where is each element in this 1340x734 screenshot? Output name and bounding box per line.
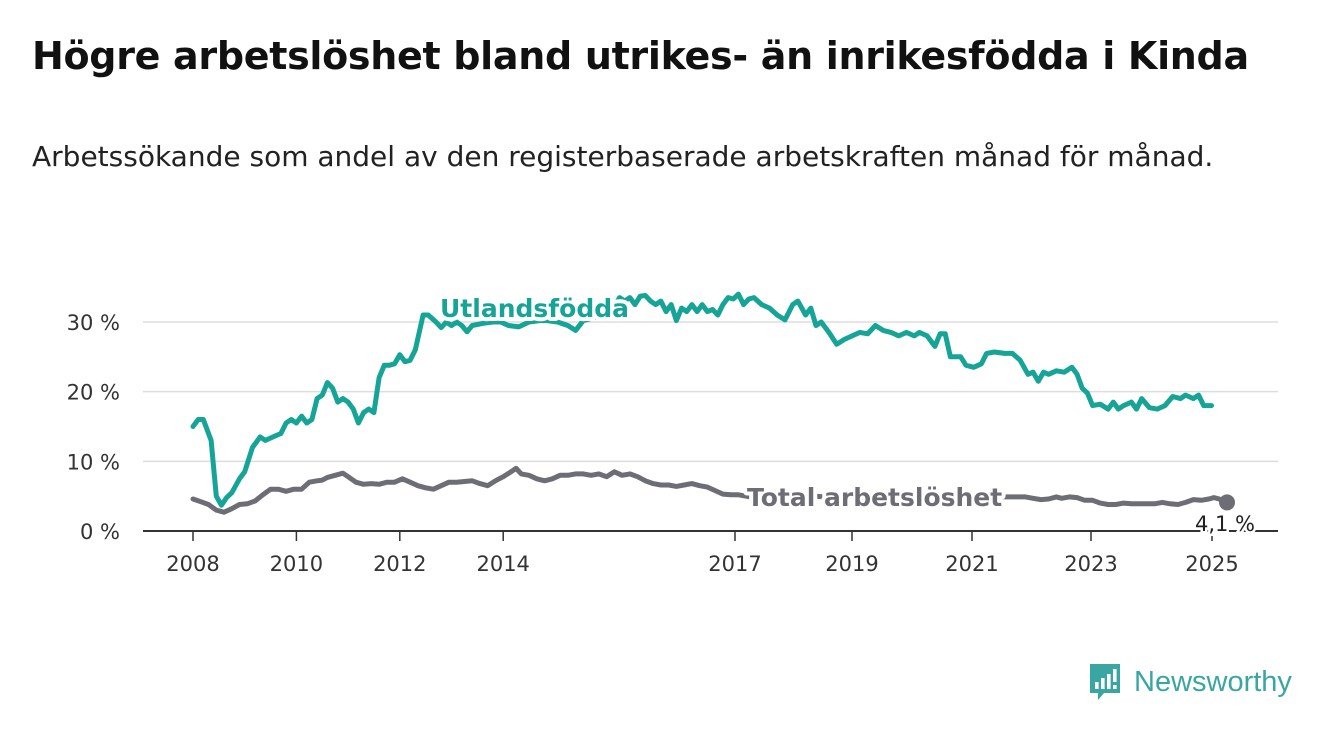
brand-name: Newsworthy bbox=[1134, 665, 1292, 698]
y-tick-label: 10 % bbox=[67, 450, 120, 474]
y-tick-label: 30 % bbox=[67, 311, 120, 335]
y-axis-labels: 0 % 10 % 20 % 30 % bbox=[67, 311, 120, 544]
grid-lines bbox=[143, 321, 1278, 463]
chart-title: Högre arbetslöshet bland utrikes- än inr… bbox=[32, 34, 1249, 78]
series-lines bbox=[190, 291, 1230, 515]
series-line-0 bbox=[190, 291, 1214, 508]
x-tick-label: 2008 bbox=[166, 552, 219, 576]
x-tick-label: 2025 bbox=[1185, 552, 1238, 576]
chart-subtitle: Arbetssökande som andel av den registerb… bbox=[32, 140, 1214, 173]
series-label-utlandsfodda: Utlandsfödda bbox=[440, 294, 629, 323]
series-line-1 bbox=[190, 465, 1230, 515]
x-axis-ticks: 2008 2010 2012 2014 2017 2019 2021 2023 2025 bbox=[166, 531, 1239, 576]
x-tick-label: 2017 bbox=[708, 552, 761, 576]
y-tick-label: 20 % bbox=[67, 381, 120, 405]
x-tick-label: 2012 bbox=[373, 552, 426, 576]
newsworthy-logo: Newsworthy bbox=[1088, 660, 1292, 704]
x-tick-label: 2010 bbox=[270, 552, 323, 576]
series-labels: Utlandsfödda Total arbetslöshet 4,1 % bbox=[436, 290, 1258, 539]
bar-chart-icon bbox=[1090, 664, 1120, 700]
end-value-label: 4,1 % bbox=[1195, 512, 1255, 536]
end-point-marker bbox=[1219, 494, 1235, 511]
x-tick-label: 2019 bbox=[825, 552, 878, 576]
y-tick-label: 0 % bbox=[80, 520, 120, 544]
x-tick-label: 2023 bbox=[1064, 552, 1117, 576]
series-label-total: Total arbetslöshet bbox=[747, 483, 1002, 512]
x-tick-label: 2014 bbox=[476, 552, 529, 576]
x-tick-label: 2021 bbox=[945, 552, 998, 576]
